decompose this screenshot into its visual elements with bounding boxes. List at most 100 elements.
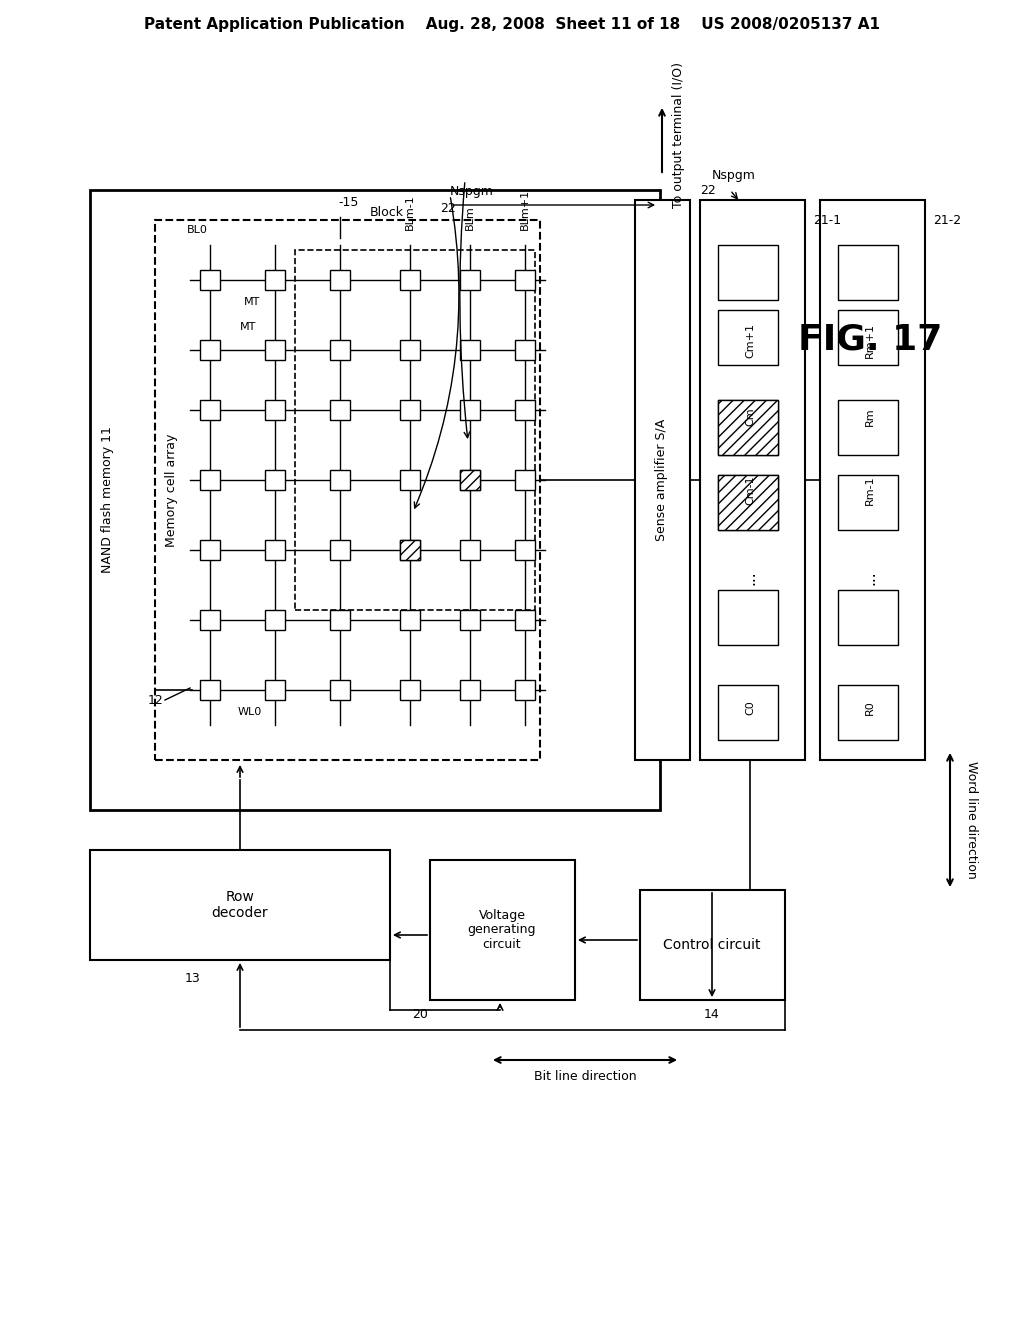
Bar [295, 249, 535, 610]
Bar [200, 680, 220, 700]
Bar [515, 540, 535, 560]
Bar [515, 271, 535, 290]
Text: MT: MT [240, 322, 256, 333]
Bar [718, 475, 778, 531]
Bar [460, 470, 480, 490]
Text: R0: R0 [865, 701, 874, 715]
Bar [90, 190, 660, 810]
Bar [838, 475, 898, 531]
Bar [718, 475, 778, 531]
Text: Word line direction: Word line direction [965, 762, 978, 879]
Bar [265, 680, 285, 700]
Bar [400, 680, 420, 700]
Bar [515, 400, 535, 420]
Text: BLm-1: BLm-1 [406, 194, 415, 230]
Text: Voltage
generating
circuit: Voltage generating circuit [468, 908, 537, 952]
Text: Cm-1: Cm-1 [745, 475, 755, 504]
Text: 22: 22 [440, 202, 456, 214]
Bar [200, 271, 220, 290]
Bar [460, 271, 480, 290]
Bar [265, 610, 285, 630]
Text: Sense amplifier S/A: Sense amplifier S/A [655, 418, 669, 541]
Bar [515, 341, 535, 360]
Text: Control circuit: Control circuit [664, 939, 761, 952]
Bar [640, 890, 785, 1001]
Bar [515, 610, 535, 630]
Text: Cm+1: Cm+1 [745, 322, 755, 358]
Bar [430, 861, 575, 1001]
Bar [635, 201, 690, 760]
Bar [330, 271, 350, 290]
Bar [400, 271, 420, 290]
Bar [515, 680, 535, 700]
Bar [200, 540, 220, 560]
Bar [265, 470, 285, 490]
Bar [718, 685, 778, 741]
Text: 14: 14 [705, 1008, 720, 1022]
Text: Row
decoder: Row decoder [212, 890, 268, 920]
Text: BLm+1: BLm+1 [520, 189, 530, 230]
Bar [330, 610, 350, 630]
Text: Bit line direction: Bit line direction [534, 1071, 636, 1084]
Bar [265, 271, 285, 290]
Text: 12: 12 [148, 693, 164, 706]
Bar [330, 680, 350, 700]
Bar [718, 400, 778, 455]
Text: Rm: Rm [865, 408, 874, 426]
Bar [718, 310, 778, 366]
Bar [838, 310, 898, 366]
Bar [330, 470, 350, 490]
Text: Block: Block [370, 206, 404, 219]
Bar [400, 610, 420, 630]
Text: BL0: BL0 [187, 224, 208, 235]
Text: To output terminal (I/O): To output terminal (I/O) [672, 62, 685, 209]
Text: 22: 22 [700, 183, 716, 197]
Bar [330, 400, 350, 420]
Text: Nspgm: Nspgm [712, 169, 756, 181]
Text: Nspgm: Nspgm [450, 186, 494, 198]
Text: Patent Application Publication    Aug. 28, 2008  Sheet 11 of 18    US 2008/02051: Patent Application Publication Aug. 28, … [144, 17, 880, 33]
Bar [330, 540, 350, 560]
Bar [838, 246, 898, 300]
Bar [700, 201, 805, 760]
Bar [460, 680, 480, 700]
Text: Rm-1: Rm-1 [865, 475, 874, 504]
Bar [200, 610, 220, 630]
Bar [838, 400, 898, 455]
Text: 13: 13 [185, 972, 201, 985]
Text: 20: 20 [412, 1008, 428, 1022]
Bar [265, 540, 285, 560]
Bar [155, 220, 540, 760]
Text: WL0: WL0 [238, 708, 262, 717]
Bar [200, 400, 220, 420]
Text: -15: -15 [338, 195, 358, 209]
Bar [718, 246, 778, 300]
Bar [200, 470, 220, 490]
Bar [460, 400, 480, 420]
Text: Memory cell array: Memory cell array [166, 433, 178, 546]
Text: Cm: Cm [745, 408, 755, 426]
Text: MT: MT [244, 297, 260, 308]
Bar [330, 341, 350, 360]
Bar [820, 201, 925, 760]
Bar [460, 341, 480, 360]
Bar [200, 341, 220, 360]
Bar [460, 470, 480, 490]
Bar [400, 540, 420, 560]
Bar [400, 400, 420, 420]
Bar [265, 400, 285, 420]
Text: ...: ... [742, 570, 758, 585]
Text: C0: C0 [745, 701, 755, 715]
Bar [718, 400, 778, 455]
Text: BLm: BLm [465, 205, 475, 230]
Bar [838, 590, 898, 645]
Bar [400, 341, 420, 360]
Text: FIG. 17: FIG. 17 [798, 323, 942, 356]
Bar [460, 610, 480, 630]
Text: 21-2: 21-2 [933, 214, 962, 227]
Text: Rm+1: Rm+1 [865, 322, 874, 358]
Bar [515, 470, 535, 490]
Bar [265, 341, 285, 360]
Text: ...: ... [862, 570, 878, 585]
Bar [838, 685, 898, 741]
